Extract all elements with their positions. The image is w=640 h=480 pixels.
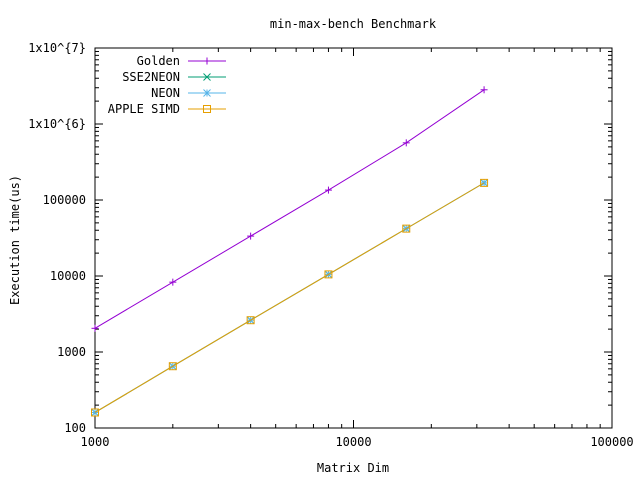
y-tick-label: 100 [64, 421, 86, 435]
data-point-golden [480, 86, 488, 94]
data-point-apple-simd [246, 316, 255, 325]
legend-marker-sse2neon [203, 73, 211, 81]
y-tick-label: 10000 [50, 269, 86, 283]
data-point-golden [247, 232, 255, 240]
legend-label-apple-simd: APPLE SIMD [108, 102, 180, 116]
y-tick-label: 1000 [57, 345, 86, 359]
x-tick-label: 100000 [590, 435, 633, 449]
data-point-apple-simd [480, 178, 489, 187]
data-point-golden [324, 186, 332, 194]
data-point-golden [91, 324, 99, 332]
y-tick-label: 1x10^{7} [28, 41, 86, 55]
series-layer [91, 86, 489, 417]
x-tick-label: 1000 [81, 435, 110, 449]
data-point-golden [169, 278, 177, 286]
data-point-apple-simd [91, 408, 99, 417]
legend-marker-golden [203, 57, 211, 65]
series-line-golden [94, 89, 485, 329]
legend-marker-neon [203, 89, 211, 97]
x-axis-label: Matrix Dim [317, 461, 389, 475]
legend-label-neon: NEON [151, 86, 180, 100]
data-point-golden [402, 139, 410, 147]
data-point-neon [480, 179, 488, 187]
legend-marker-apple-simd [203, 105, 211, 113]
axis-ticks: 1000 10000 1000001001000100001000001x10^{6… [28, 41, 633, 449]
data-point-apple-simd [324, 270, 333, 279]
chart-title: min-max-bench Benchmark [270, 17, 437, 31]
y-axis-label: Execution time(us) [8, 175, 22, 305]
series-line-apple-simd [94, 182, 485, 413]
data-point-apple-simd [168, 362, 177, 371]
data-point-apple-simd [402, 224, 411, 233]
y-tick-label: 100000 [43, 193, 86, 207]
x-tick-label: 10000 [335, 435, 371, 449]
y-tick-label: 1x10^{6} [28, 117, 86, 131]
legend: Golden SSE2NEON NEON APPLE SIMD [108, 54, 226, 116]
legend-label-sse2neon: SSE2NEON [122, 70, 180, 84]
legend-label-golden: Golden [137, 54, 180, 68]
